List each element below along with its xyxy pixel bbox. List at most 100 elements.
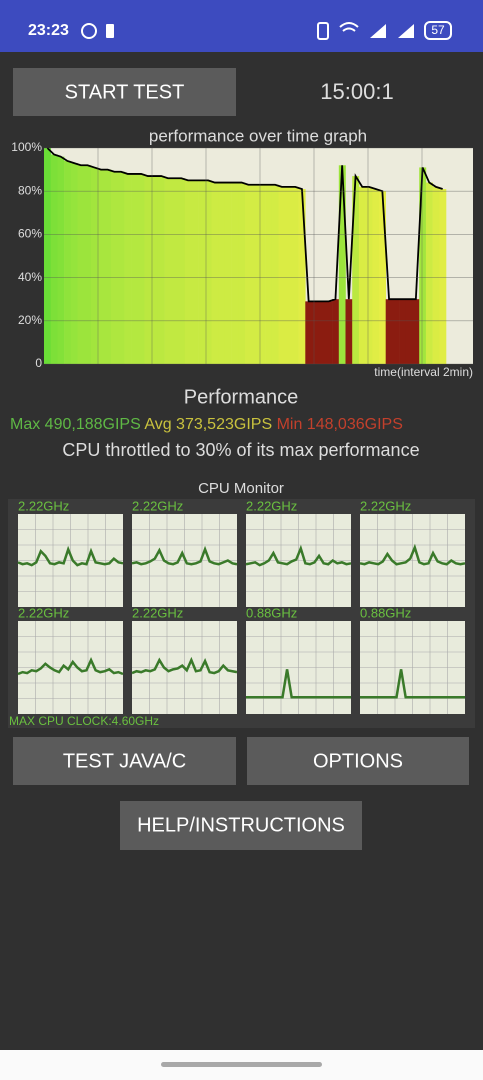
- bar: [171, 178, 179, 364]
- bar: [439, 189, 447, 364]
- y-tick-label: 0: [35, 356, 42, 370]
- min: Min 148,036GIPS: [277, 416, 403, 433]
- bar: [251, 184, 259, 364]
- bar: [271, 184, 279, 364]
- bar: [191, 180, 199, 364]
- home-handle[interactable]: [161, 1062, 322, 1067]
- x-axis-label: time(interval 2min): [374, 365, 473, 379]
- button-label: OPTIONS: [313, 750, 403, 772]
- bar: [211, 182, 219, 364]
- core-line: [17, 656, 124, 676]
- monitor-title: CPU Monitor: [198, 480, 284, 497]
- icon: [106, 24, 114, 38]
- bar: [164, 178, 172, 364]
- bar: [84, 165, 92, 364]
- clock: 23:23: [28, 22, 69, 39]
- bar: [90, 167, 98, 364]
- bar: [111, 171, 118, 364]
- y-tick-label: 80%: [18, 183, 42, 197]
- core-freq: 2.22GHz: [360, 498, 411, 513]
- bar: [218, 182, 226, 364]
- core-freq: 2.22GHz: [18, 605, 69, 620]
- core-freq: 2.22GHz: [132, 605, 183, 620]
- core-line: [131, 656, 238, 675]
- bar: [399, 299, 407, 364]
- start-button[interactable]: [13, 68, 236, 116]
- bar: [332, 299, 340, 364]
- battery-level: 57: [431, 23, 445, 37]
- bar: [432, 186, 440, 364]
- bar: [365, 186, 373, 364]
- y-tick-label: 20%: [18, 313, 42, 327]
- bar: [419, 167, 427, 364]
- bar: [77, 165, 85, 364]
- bar: [425, 182, 433, 364]
- bar: [64, 160, 72, 364]
- bar: [258, 184, 266, 364]
- stats: Max 490,188GIPS Avg 373,523GIPS Min 148,…: [10, 416, 403, 433]
- bar: [157, 176, 165, 364]
- bar: [392, 299, 400, 364]
- bar: [372, 189, 380, 364]
- bar: [104, 169, 112, 364]
- heading: Performance: [184, 386, 299, 408]
- core-line: [17, 545, 124, 567]
- bar: [70, 163, 78, 364]
- bar: [312, 301, 319, 364]
- button-label: TEST JAVA/C: [63, 750, 186, 772]
- button-label: START TEST: [65, 81, 185, 103]
- y-tick-label: 40%: [18, 270, 42, 284]
- core-line: [246, 669, 351, 699]
- icon: [339, 22, 359, 32]
- core-line: [131, 545, 238, 566]
- bar: [184, 180, 192, 364]
- bar: [151, 176, 159, 364]
- bar: [97, 169, 105, 364]
- bar: [117, 171, 125, 364]
- help-button[interactable]: [120, 801, 362, 850]
- status-bar: [0, 0, 483, 52]
- bar: [204, 180, 212, 364]
- battery: [424, 21, 452, 40]
- icon: [317, 22, 329, 40]
- bar: [131, 173, 139, 364]
- max-clock: MAX CPU CLOCK:4.60GHz: [9, 714, 159, 728]
- bar: [50, 154, 58, 364]
- icon: [81, 23, 97, 39]
- avg: Avg 373,523GIPS: [144, 416, 272, 433]
- bar: [57, 156, 65, 364]
- bar: [305, 301, 313, 364]
- bar: [231, 182, 239, 364]
- bar: [178, 178, 185, 364]
- bar: [265, 184, 273, 364]
- bar: [338, 165, 346, 364]
- bar: [44, 148, 51, 364]
- bar: [352, 176, 360, 364]
- bar: [245, 184, 252, 364]
- icon: [370, 24, 414, 38]
- bar: [298, 189, 306, 364]
- bar: [224, 182, 232, 364]
- bar: [412, 299, 420, 364]
- bar: [144, 176, 152, 364]
- timer: 15:00:1: [320, 79, 393, 104]
- options-button[interactable]: [247, 737, 469, 785]
- y-tick-label: 100%: [11, 140, 42, 154]
- core-line: [245, 544, 352, 567]
- core-freq: 0.88GHz: [246, 605, 297, 620]
- bar: [385, 299, 393, 364]
- core-freq: 0.88GHz: [360, 605, 411, 620]
- chart-title: performance over time graph: [149, 126, 367, 145]
- bar: [278, 186, 286, 364]
- perf-line: [46, 147, 443, 303]
- bar: [345, 299, 353, 364]
- core-line: [360, 669, 465, 699]
- test-button[interactable]: [13, 737, 236, 785]
- bar: [358, 186, 366, 364]
- bar: [291, 186, 299, 364]
- button-label: HELP/INSTRUCTIONS: [137, 814, 345, 836]
- bar: [318, 301, 326, 364]
- bar: [285, 186, 293, 364]
